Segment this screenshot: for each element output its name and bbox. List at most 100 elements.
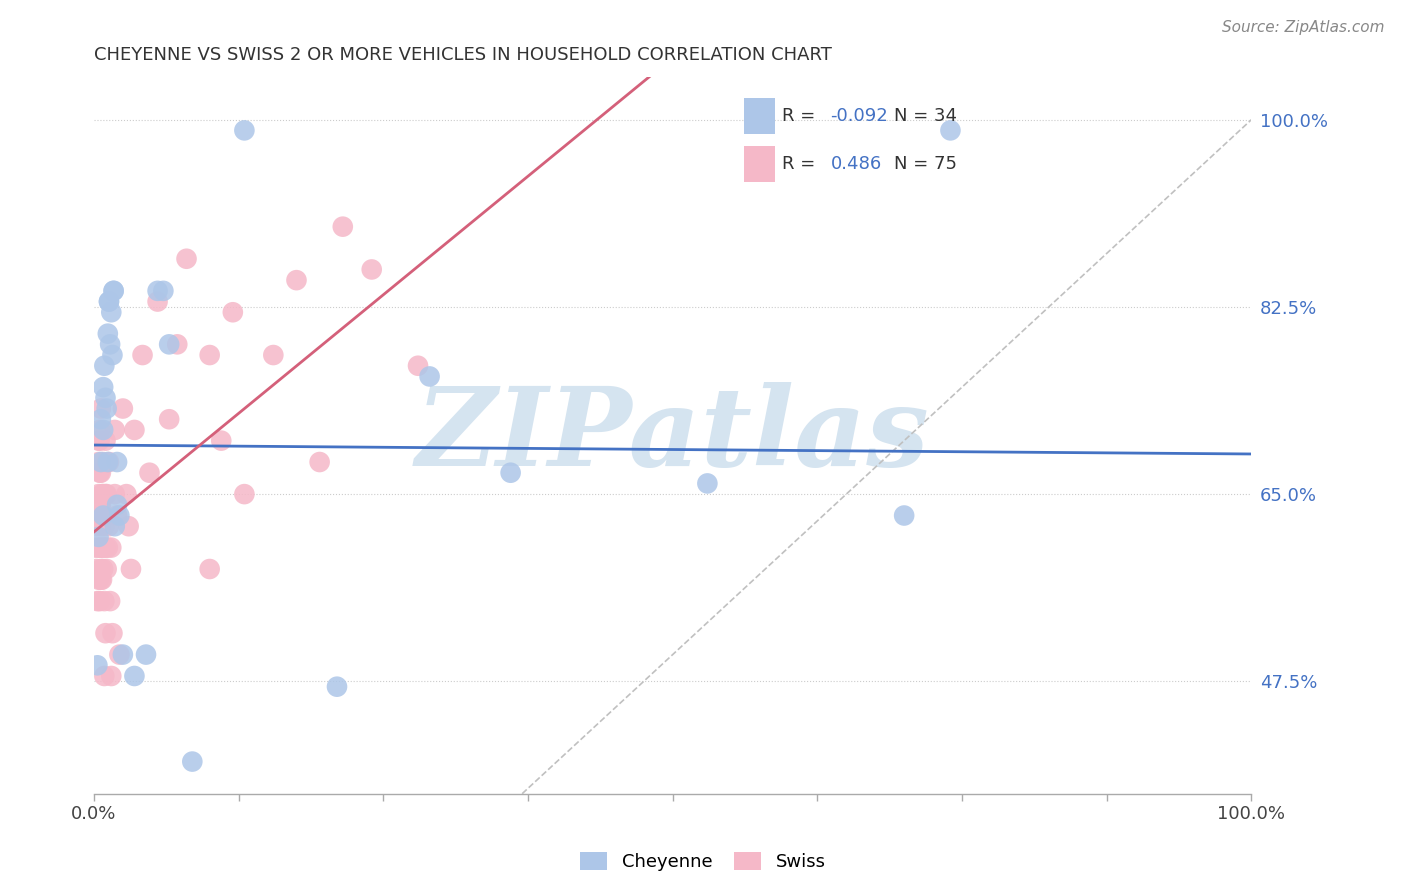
Swiss [332, 219, 354, 234]
Swiss [89, 594, 111, 608]
Swiss [285, 273, 308, 287]
Swiss [84, 519, 107, 533]
Text: CHEYENNE VS SWISS 2 OR MORE VEHICLES IN HOUSEHOLD CORRELATION CHART: CHEYENNE VS SWISS 2 OR MORE VEHICLES IN … [94, 46, 832, 64]
Swiss [89, 498, 111, 512]
Cheyenne [91, 380, 114, 394]
Swiss [91, 562, 114, 576]
Swiss [104, 487, 127, 501]
Swiss [86, 508, 108, 523]
Swiss [91, 541, 114, 555]
Swiss [118, 519, 141, 533]
Swiss [406, 359, 429, 373]
Cheyenne [91, 423, 114, 437]
Cheyenne [233, 123, 256, 137]
Swiss [138, 466, 160, 480]
Swiss [89, 423, 111, 437]
Swiss [86, 594, 108, 608]
Swiss [90, 401, 112, 416]
Swiss [308, 455, 330, 469]
Swiss [91, 455, 114, 469]
Swiss [93, 669, 115, 683]
Text: Source: ZipAtlas.com: Source: ZipAtlas.com [1222, 20, 1385, 35]
Swiss [90, 573, 112, 587]
Swiss [166, 337, 188, 351]
Cheyenne [326, 680, 349, 694]
Cheyenne [100, 305, 122, 319]
Swiss [91, 508, 114, 523]
Swiss [198, 562, 221, 576]
Swiss [233, 487, 256, 501]
Swiss [262, 348, 284, 362]
Swiss [108, 648, 131, 662]
Swiss [146, 294, 169, 309]
Swiss [87, 487, 110, 501]
Cheyenne [101, 348, 124, 362]
Swiss [91, 573, 114, 587]
Swiss [90, 562, 112, 576]
Swiss [124, 423, 146, 437]
Cheyenne [157, 337, 180, 351]
Swiss [94, 626, 117, 640]
Swiss [84, 562, 107, 576]
Legend: Cheyenne, Swiss: Cheyenne, Swiss [574, 845, 832, 879]
Swiss [131, 348, 153, 362]
Swiss [105, 508, 128, 523]
Swiss [222, 305, 245, 319]
Swiss [96, 487, 118, 501]
Swiss [93, 594, 115, 608]
Swiss [90, 519, 112, 533]
Cheyenne [124, 669, 146, 683]
Cheyenne [93, 359, 115, 373]
Swiss [176, 252, 198, 266]
Swiss [87, 573, 110, 587]
Swiss [198, 348, 221, 362]
Swiss [93, 541, 115, 555]
Cheyenne [111, 648, 134, 662]
Swiss [90, 498, 112, 512]
Cheyenne [98, 294, 121, 309]
Cheyenne [146, 284, 169, 298]
Swiss [98, 594, 121, 608]
Cheyenne [103, 284, 125, 298]
Swiss [100, 669, 122, 683]
Swiss [104, 423, 127, 437]
Cheyenne [419, 369, 441, 384]
Cheyenne [98, 337, 121, 351]
Cheyenne [90, 412, 112, 426]
Cheyenne [103, 284, 125, 298]
Cheyenne [97, 326, 120, 341]
Cheyenne [499, 466, 522, 480]
Cheyenne [510, 883, 533, 892]
Cheyenne [98, 294, 121, 309]
Swiss [93, 519, 115, 533]
Swiss [87, 455, 110, 469]
Swiss [87, 508, 110, 523]
Cheyenne [152, 284, 174, 298]
Text: ZIPatlas: ZIPatlas [416, 382, 929, 489]
Cheyenne [90, 455, 112, 469]
Cheyenne [939, 123, 962, 137]
Swiss [120, 562, 142, 576]
Swiss [94, 487, 117, 501]
Swiss [115, 487, 138, 501]
Swiss [360, 262, 382, 277]
Swiss [98, 455, 121, 469]
Cheyenne [104, 519, 127, 533]
Swiss [87, 434, 110, 448]
Swiss [87, 541, 110, 555]
Swiss [89, 541, 111, 555]
Swiss [101, 626, 124, 640]
Swiss [157, 412, 180, 426]
Swiss [187, 808, 209, 822]
Swiss [91, 487, 114, 501]
Cheyenne [696, 476, 718, 491]
Cheyenne [97, 455, 120, 469]
Swiss [100, 541, 122, 555]
Cheyenne [87, 530, 110, 544]
Swiss [96, 562, 118, 576]
Cheyenne [94, 391, 117, 405]
Swiss [209, 434, 232, 448]
Swiss [94, 541, 117, 555]
Cheyenne [181, 755, 204, 769]
Swiss [94, 434, 117, 448]
